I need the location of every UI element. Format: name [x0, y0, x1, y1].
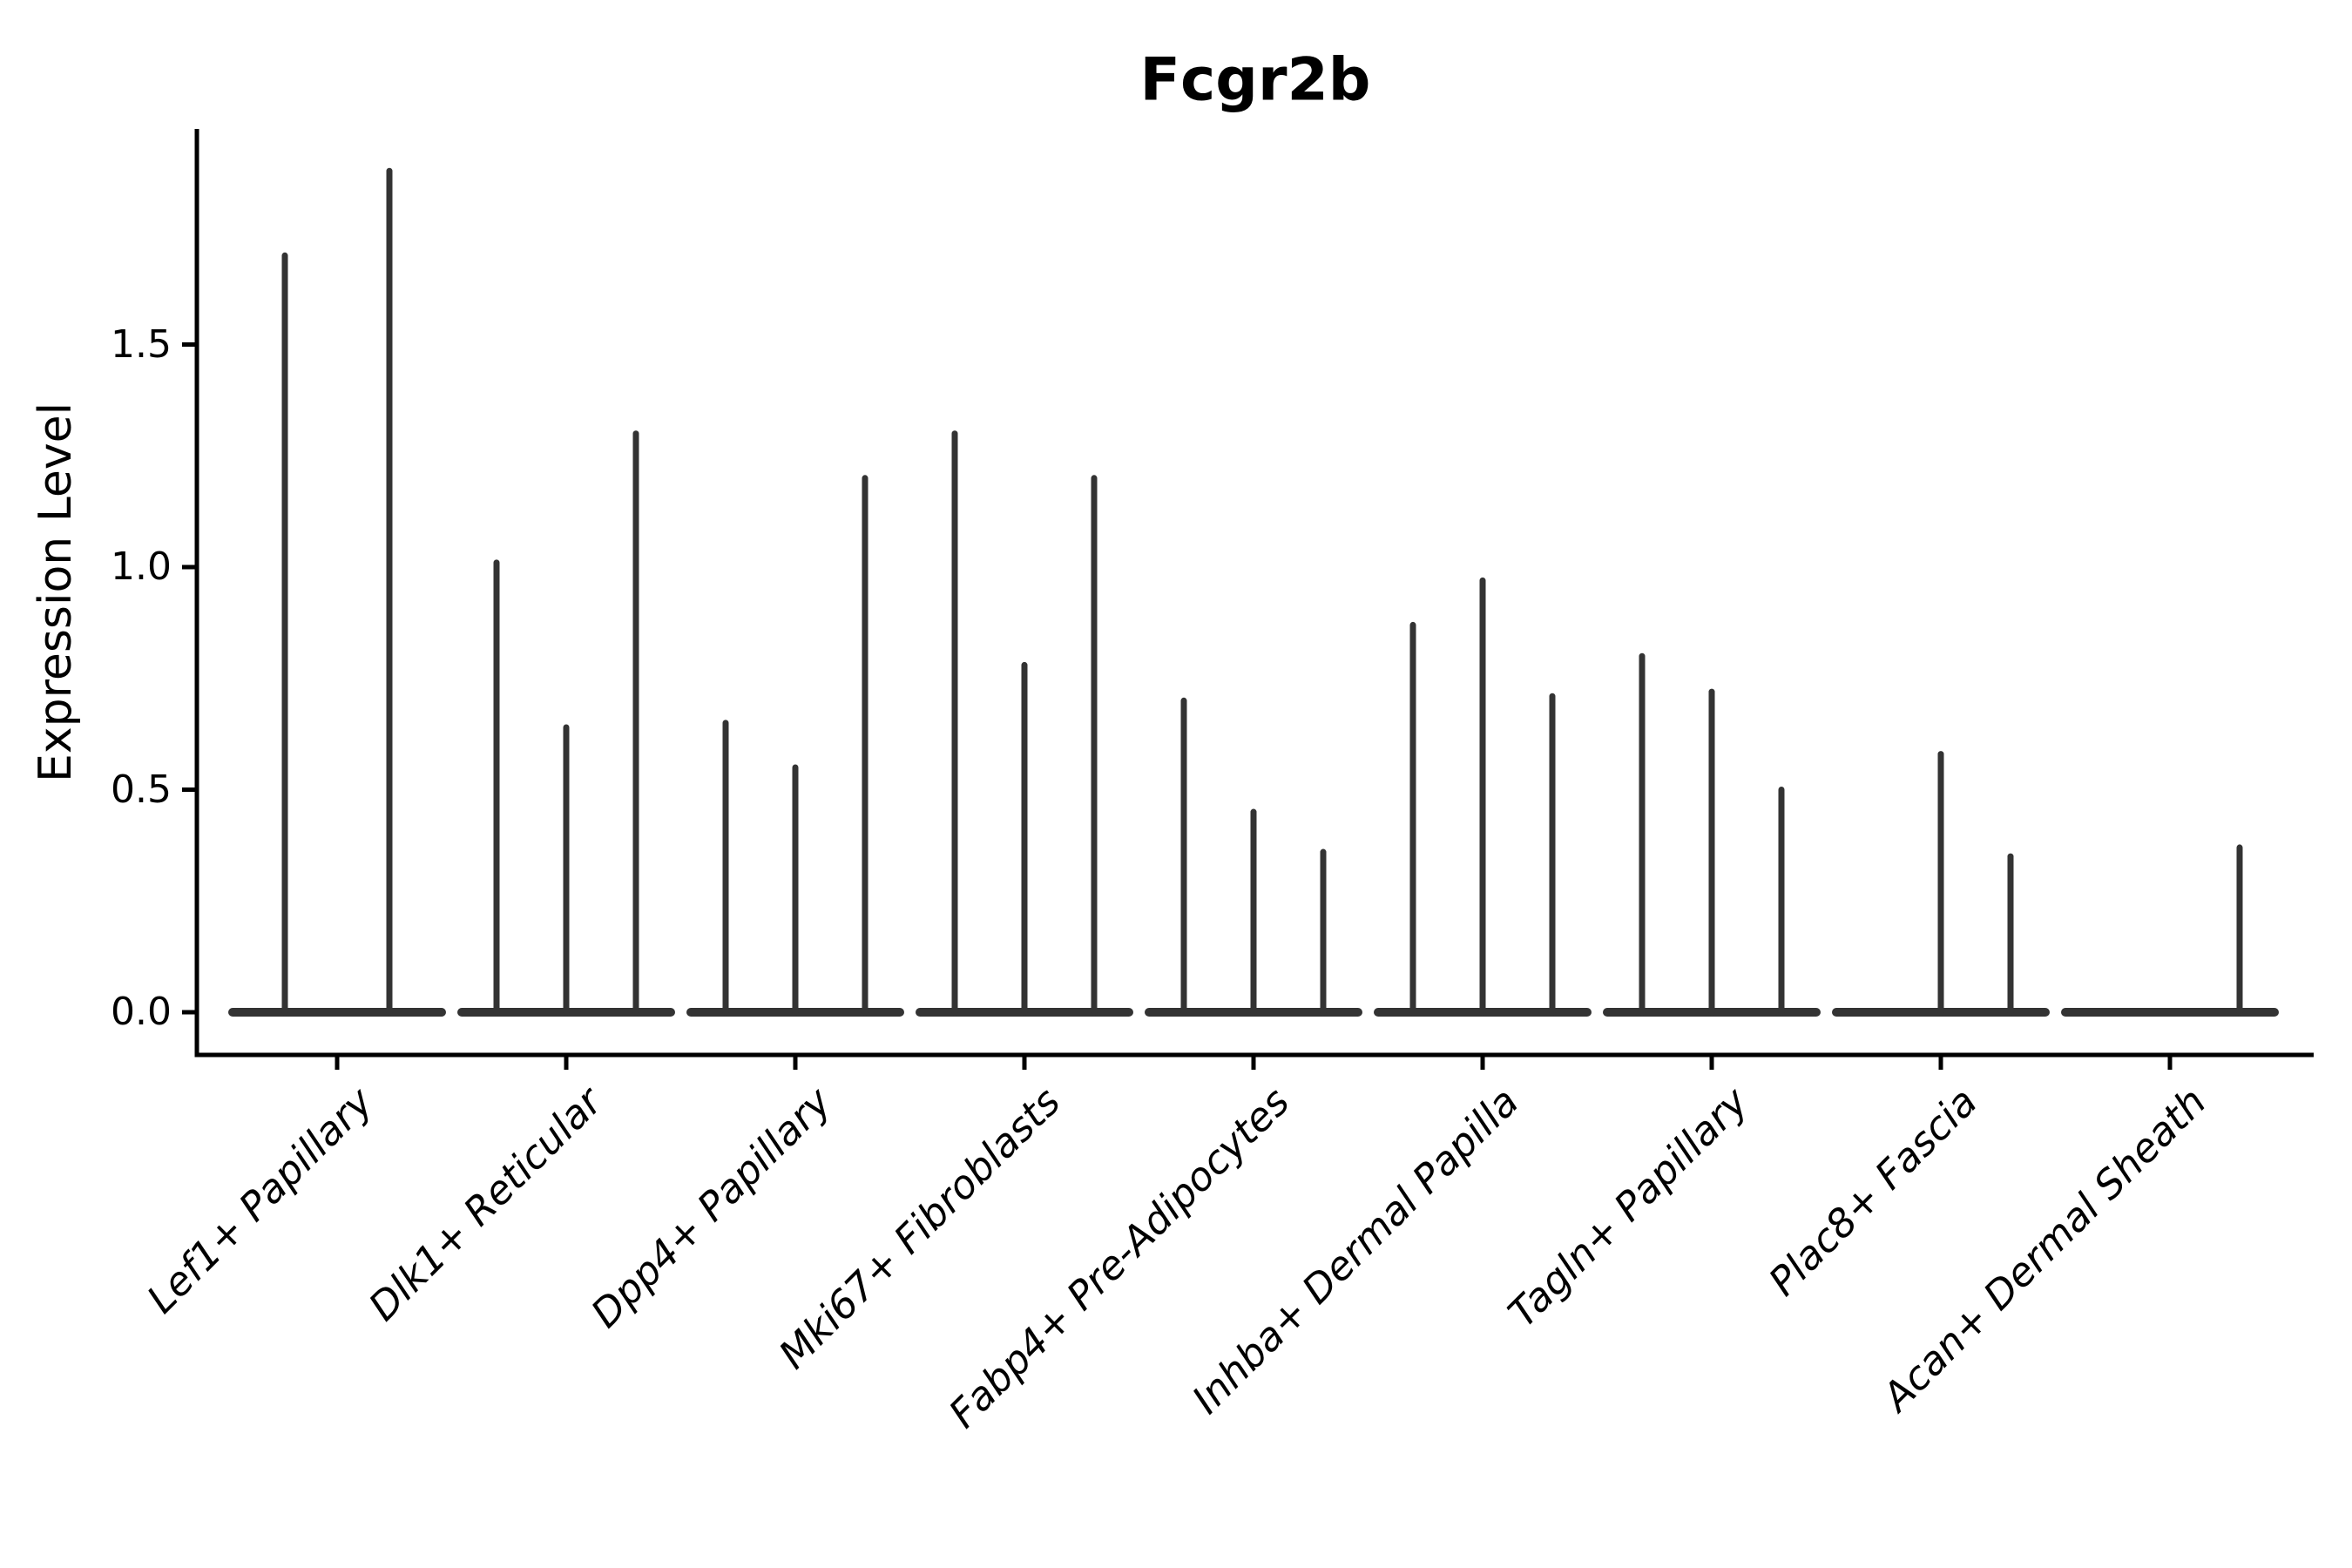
- chart-title: Fcgr2b: [1139, 45, 1371, 115]
- y-tick-label: 0.0: [111, 990, 172, 1034]
- y-axis-label: Expression Level: [30, 402, 82, 783]
- y-tick-label: 0.5: [111, 767, 172, 812]
- y-tick-label: 1.5: [111, 321, 172, 367]
- y-tick-label: 1.0: [111, 544, 172, 589]
